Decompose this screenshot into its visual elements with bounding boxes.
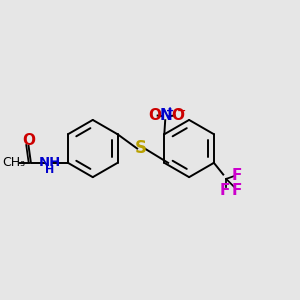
Text: O: O xyxy=(171,108,184,123)
Text: −: − xyxy=(177,106,186,116)
Text: H: H xyxy=(45,165,55,175)
Text: N: N xyxy=(159,108,172,123)
Text: F: F xyxy=(220,182,230,197)
Text: NH: NH xyxy=(39,156,61,169)
Text: F: F xyxy=(232,182,242,197)
Text: O: O xyxy=(148,108,161,123)
Text: CH₃: CH₃ xyxy=(2,156,25,169)
Text: +: + xyxy=(166,106,174,116)
Text: O: O xyxy=(22,133,35,148)
Text: S: S xyxy=(135,139,147,157)
Text: F: F xyxy=(232,169,242,184)
